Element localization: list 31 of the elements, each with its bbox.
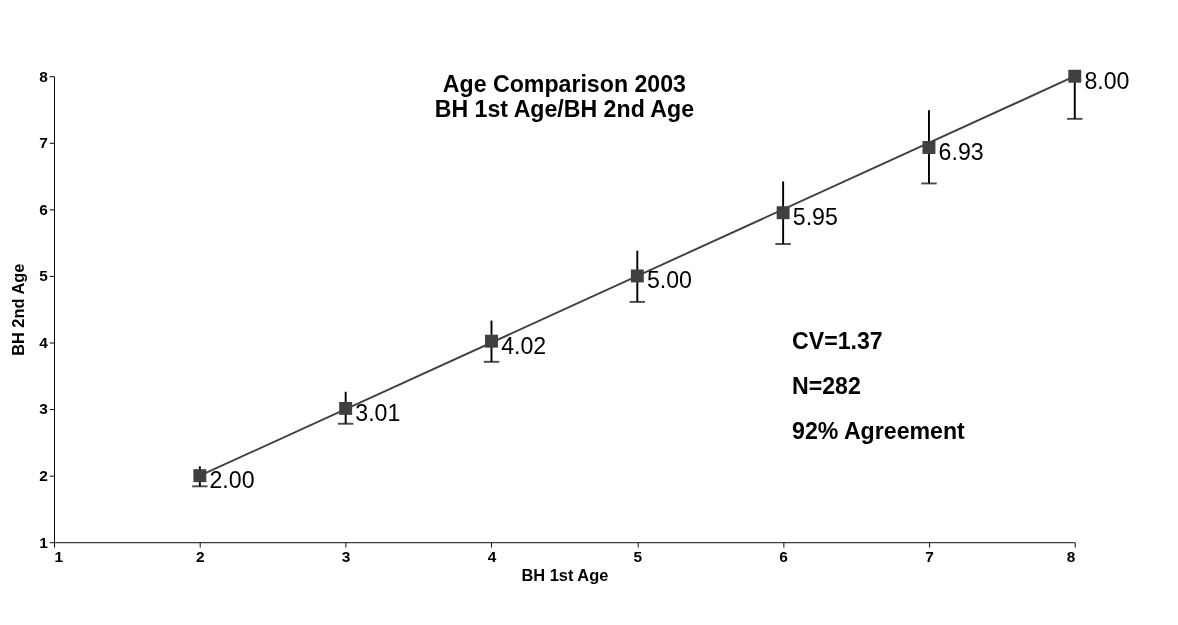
x-axis-title: BH 1st Age xyxy=(521,566,609,585)
annotation: CV=1.37 xyxy=(792,327,883,354)
point xyxy=(1068,69,1082,83)
x-tick-label: 6 xyxy=(779,548,789,566)
annotation: N=282 xyxy=(792,372,861,399)
y-axis-title: BH 2nd Age xyxy=(8,263,27,356)
x-tick-label: 5 xyxy=(633,548,643,566)
y-tick-label: 5 xyxy=(39,267,49,285)
x-tick-label: 2 xyxy=(196,548,205,566)
x-tick-label: 3 xyxy=(341,548,351,566)
y-tick-label: 3 xyxy=(39,400,49,418)
data-label: 3.01 xyxy=(355,399,401,426)
data-label: 6.93 xyxy=(938,139,984,166)
text: Age Comparison 2003 xyxy=(442,70,686,97)
data-label: 5.95 xyxy=(792,204,838,231)
y-tick-label: 6 xyxy=(39,200,49,218)
y-tick-label: 7 xyxy=(39,134,48,152)
y-tick-label: 1 xyxy=(39,533,49,551)
data-label: 4.02 xyxy=(501,332,547,359)
x-tick-label: 4 xyxy=(487,548,497,566)
x-tick-label: 8 xyxy=(1066,548,1076,566)
x-tick-label: 7 xyxy=(925,548,934,566)
point xyxy=(193,469,207,483)
y-tick-label: 4 xyxy=(39,333,49,351)
y-tick-label: 8 xyxy=(39,67,49,85)
x-tick-label: 1 xyxy=(54,548,64,566)
data-label: 5.00 xyxy=(646,267,692,294)
annotation: 92% Agreement xyxy=(792,418,966,445)
data-label: 2.00 xyxy=(209,467,255,494)
data-label: 8.00 xyxy=(1084,67,1130,94)
y-tick-label: 2 xyxy=(39,466,48,484)
